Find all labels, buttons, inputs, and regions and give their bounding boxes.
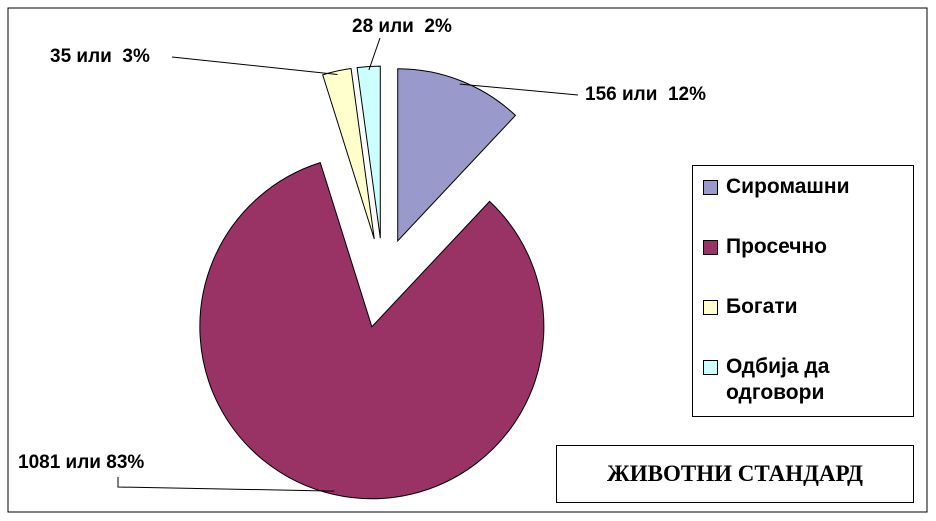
chart-title: ЖИВОТНИ СТАНДАРД (556, 445, 914, 503)
legend-item: Просечно (699, 234, 907, 294)
legend-label: Сиромашни (726, 175, 850, 198)
legend-item: Богати (699, 294, 907, 354)
legend-item: Сиромашни (699, 174, 907, 234)
data-label: 28 или 2% (352, 16, 452, 37)
pie-slice (356, 65, 381, 239)
legend-label: Богати (726, 295, 798, 318)
legend-label: Одбија да одговори (726, 355, 830, 404)
pie-slice (397, 68, 517, 243)
pie-slice (199, 162, 545, 500)
leader-line (171, 56, 338, 75)
leader-line (459, 83, 579, 96)
legend-swatch (703, 300, 718, 315)
leader-line (368, 37, 381, 71)
legend-swatch (703, 240, 718, 255)
legend-swatch (703, 360, 718, 375)
data-label: 1081 или 83% (18, 452, 144, 473)
data-label: 35 или 3% (50, 46, 150, 67)
frame (7, 7, 928, 513)
legend-label: Просечно (726, 235, 828, 258)
legend: Сиромашни Просечно Богати Одбија да одговор… (692, 165, 914, 417)
legend-swatch (703, 180, 718, 195)
data-label: 156 или 12% (585, 84, 706, 105)
legend-item: Одбија да одговори (699, 354, 907, 414)
leader-line (117, 477, 335, 492)
pie-slice (322, 67, 375, 240)
